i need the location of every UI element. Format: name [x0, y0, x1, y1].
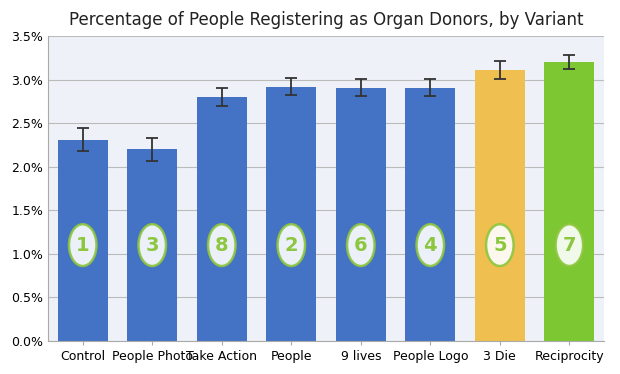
Ellipse shape — [347, 224, 374, 266]
Ellipse shape — [69, 224, 97, 266]
Text: 2: 2 — [285, 236, 298, 255]
Text: 3: 3 — [146, 236, 159, 255]
Ellipse shape — [208, 224, 236, 266]
Ellipse shape — [556, 224, 583, 266]
Text: 8: 8 — [215, 236, 229, 255]
Bar — [58, 140, 108, 341]
Ellipse shape — [486, 224, 513, 266]
Bar — [197, 97, 247, 341]
Title: Percentage of People Registering as Organ Donors, by Variant: Percentage of People Registering as Orga… — [69, 11, 583, 29]
Bar — [127, 149, 177, 341]
Bar — [475, 70, 525, 341]
Bar — [266, 87, 316, 341]
Bar — [544, 62, 595, 341]
Text: 7: 7 — [562, 236, 576, 255]
Text: 5: 5 — [493, 236, 507, 255]
Ellipse shape — [138, 224, 166, 266]
Text: 1: 1 — [76, 236, 89, 255]
Bar — [336, 88, 386, 341]
Bar — [405, 88, 455, 341]
Text: 4: 4 — [423, 236, 437, 255]
Ellipse shape — [417, 224, 444, 266]
Text: 6: 6 — [354, 236, 368, 255]
Ellipse shape — [278, 224, 305, 266]
